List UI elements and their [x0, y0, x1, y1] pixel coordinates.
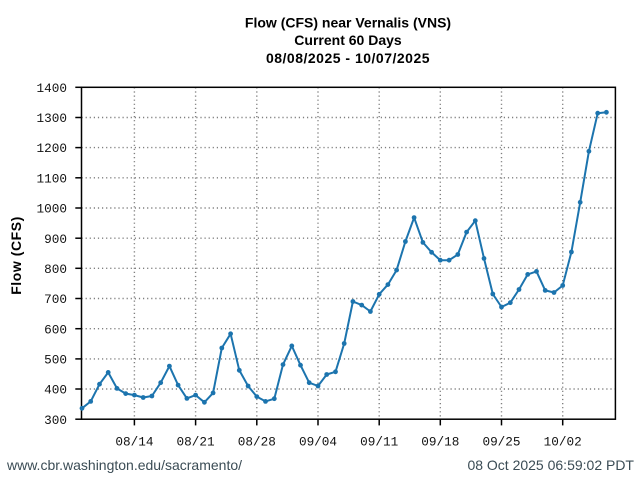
svg-text:08/28: 08/28 — [238, 435, 276, 450]
svg-text:1300: 1300 — [37, 111, 67, 126]
svg-text:www.cbr.washington.edu/sacrame: www.cbr.washington.edu/sacramento/ — [6, 457, 242, 473]
svg-text:Current 60 Days: Current 60 Days — [294, 32, 402, 48]
svg-text:09/25: 09/25 — [482, 435, 520, 450]
svg-text:1400: 1400 — [37, 81, 67, 96]
svg-text:900: 900 — [44, 232, 67, 247]
svg-text:400: 400 — [44, 383, 67, 398]
svg-text:800: 800 — [44, 262, 67, 277]
svg-text:09/18: 09/18 — [421, 435, 459, 450]
svg-text:09/04: 09/04 — [299, 435, 337, 450]
svg-text:700: 700 — [44, 292, 67, 307]
svg-text:09/11: 09/11 — [360, 435, 398, 450]
svg-text:300: 300 — [44, 413, 67, 428]
svg-text:1000: 1000 — [37, 202, 67, 217]
svg-text:Flow (CFS): Flow (CFS) — [8, 216, 24, 295]
svg-text:08/08/2025 - 10/07/2025: 08/08/2025 - 10/07/2025 — [266, 50, 430, 66]
svg-text:08 Oct 2025 06:59:02 PDT: 08 Oct 2025 06:59:02 PDT — [467, 457, 634, 473]
svg-text:08/14: 08/14 — [115, 435, 153, 450]
svg-text:600: 600 — [44, 322, 67, 337]
svg-text:08/21: 08/21 — [177, 435, 215, 450]
svg-text:10/02: 10/02 — [544, 435, 582, 450]
svg-text:1100: 1100 — [37, 171, 67, 186]
svg-text:1200: 1200 — [37, 141, 67, 156]
svg-text:500: 500 — [44, 353, 67, 368]
svg-text:Flow (CFS) near Vernalis (VNS): Flow (CFS) near Vernalis (VNS) — [245, 15, 451, 31]
